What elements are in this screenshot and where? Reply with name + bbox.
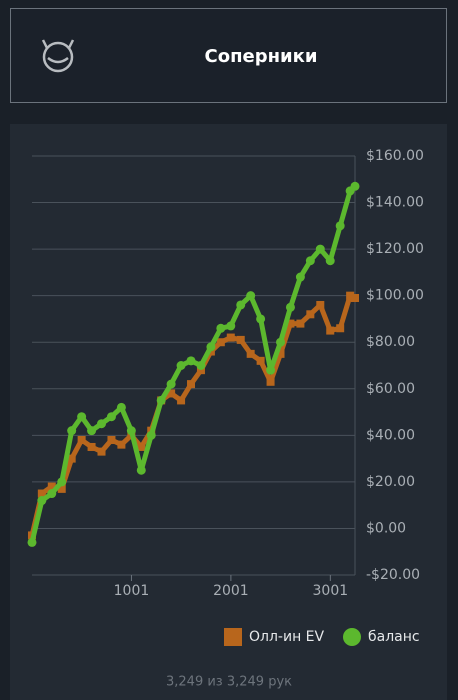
y-tick-label: $120.00	[366, 241, 424, 257]
point	[285, 302, 295, 312]
point	[57, 484, 66, 493]
header-box	[10, 8, 447, 103]
point	[246, 349, 255, 358]
point	[306, 310, 315, 319]
legend-marker	[224, 628, 242, 646]
point	[256, 356, 265, 365]
y-tick-label: $140.00	[366, 195, 424, 211]
point	[236, 335, 245, 344]
series-line	[29, 293, 357, 536]
point	[326, 326, 335, 335]
x-tick-label: 3001	[313, 583, 349, 599]
point	[136, 465, 146, 475]
point	[116, 402, 126, 412]
point	[177, 396, 186, 405]
header-title: Соперники	[205, 46, 318, 67]
y-tick-label: $100.00	[366, 288, 424, 304]
point	[107, 435, 116, 444]
y-tick-label: $20.00	[366, 474, 415, 490]
point	[246, 291, 256, 301]
point	[295, 272, 305, 282]
point	[196, 366, 205, 375]
point	[47, 482, 56, 491]
legend-marker	[343, 628, 361, 646]
point	[67, 454, 76, 463]
legend-label: баланс	[368, 629, 420, 645]
point	[186, 356, 196, 366]
y-tick-label: $60.00	[366, 381, 415, 397]
point	[117, 440, 126, 449]
point	[266, 377, 275, 386]
point	[196, 361, 206, 370]
point	[236, 300, 246, 310]
point	[166, 379, 176, 389]
point	[106, 412, 116, 422]
chart: -$20.00 $0.00 $20.00 $40.00 $60.00 $80.00 $100…	[27, 148, 424, 646]
chart-panel	[10, 124, 447, 700]
point	[206, 342, 216, 352]
x-tick-label: 1001	[114, 583, 150, 599]
y-tick-label: $0.00	[366, 520, 406, 536]
point	[137, 442, 146, 451]
point	[256, 314, 266, 324]
point	[97, 419, 107, 429]
point	[286, 319, 295, 328]
point	[167, 389, 176, 398]
point	[335, 221, 345, 231]
point	[296, 319, 305, 328]
point	[351, 293, 359, 302]
point	[57, 477, 67, 487]
point	[316, 300, 325, 309]
point	[126, 426, 136, 436]
app-icon	[41, 39, 75, 73]
legend-label: Олл-ин EV	[249, 629, 325, 645]
y-tick-label: -$20.00	[366, 567, 420, 583]
point	[336, 324, 345, 333]
point	[37, 496, 47, 506]
point	[216, 338, 225, 347]
point	[87, 442, 96, 451]
point	[67, 426, 77, 436]
point	[47, 489, 57, 499]
y-tick-label: $40.00	[366, 427, 415, 443]
point	[350, 181, 360, 191]
y-tick-label: $80.00	[366, 334, 415, 350]
point	[216, 323, 226, 333]
series-line	[29, 184, 357, 543]
point	[325, 256, 335, 266]
point	[176, 361, 186, 370]
point	[226, 333, 235, 342]
footer-text: 3,249 из 3,249 рук	[166, 675, 292, 690]
point	[315, 244, 325, 254]
point	[77, 412, 87, 422]
point	[226, 321, 236, 331]
point	[156, 395, 166, 405]
x-tick-label: 2001	[213, 583, 249, 599]
point	[305, 256, 315, 266]
point	[37, 489, 46, 498]
point	[276, 349, 285, 358]
point	[27, 537, 37, 547]
y-tick-label: $160.00	[366, 148, 424, 164]
point	[77, 435, 86, 444]
point	[97, 447, 106, 456]
point	[87, 426, 97, 436]
point	[346, 291, 355, 300]
point	[276, 337, 286, 347]
point	[187, 380, 196, 389]
point	[146, 430, 156, 440]
point	[266, 365, 276, 375]
